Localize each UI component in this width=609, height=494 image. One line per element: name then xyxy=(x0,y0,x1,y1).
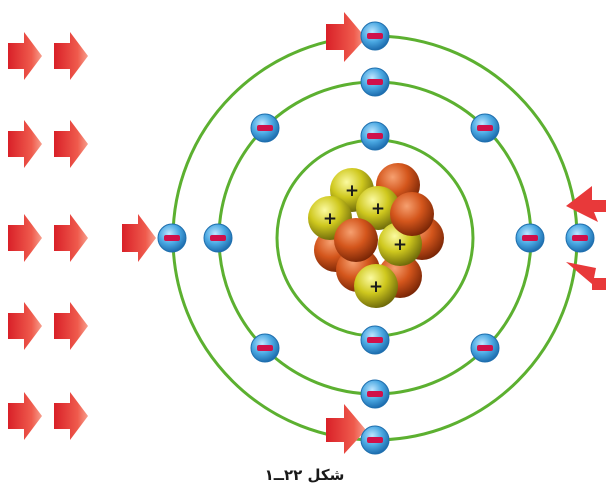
electron-sign xyxy=(477,345,493,351)
figure-caption: شکل ۲۲ــ۱ xyxy=(264,466,345,484)
electron-sign xyxy=(367,337,383,343)
proton: + xyxy=(354,264,398,308)
electron xyxy=(360,325,390,355)
arrow-icon xyxy=(54,302,88,350)
arrow-right-lower xyxy=(566,262,606,290)
arrow-icon xyxy=(54,392,88,440)
arrow-icon xyxy=(54,32,88,80)
proton-sign: + xyxy=(369,277,383,297)
electron xyxy=(360,379,390,409)
electron xyxy=(360,121,390,151)
arrow-icon xyxy=(8,120,42,168)
proton-sign: + xyxy=(345,181,359,201)
arrow-icon xyxy=(8,302,42,350)
electron-sign xyxy=(477,125,493,131)
electron-sign xyxy=(367,79,383,85)
arrow-icon xyxy=(54,214,88,262)
electron xyxy=(565,223,595,253)
electron xyxy=(360,425,390,455)
electron-sign xyxy=(164,235,180,241)
electron xyxy=(157,223,187,253)
arrow-icon xyxy=(8,32,42,80)
incoming-arrows-grid xyxy=(8,32,88,440)
electron xyxy=(360,67,390,97)
electron-sign xyxy=(367,437,383,443)
electron-sign xyxy=(367,391,383,397)
arrow-icon xyxy=(8,392,42,440)
electron xyxy=(515,223,545,253)
electron xyxy=(470,113,500,143)
proton-sign: + xyxy=(393,235,407,255)
electron-sign xyxy=(522,235,538,241)
electron-sign xyxy=(210,235,226,241)
electrons xyxy=(157,21,595,455)
electron-sign xyxy=(257,345,273,351)
arrow-right-upper xyxy=(566,186,606,222)
neutron xyxy=(390,192,434,236)
electron xyxy=(250,333,280,363)
electron-sign xyxy=(367,33,383,39)
arrow-icon xyxy=(8,214,42,262)
proton-sign: + xyxy=(323,209,337,229)
electron-sign xyxy=(572,235,588,241)
electron-sign xyxy=(367,133,383,139)
nucleus: + + + + + xyxy=(308,163,444,308)
electron xyxy=(250,113,280,143)
electron xyxy=(470,333,500,363)
proton: + xyxy=(356,186,400,230)
arrow-top-electron xyxy=(326,12,366,62)
arrow-left-electron xyxy=(122,214,156,262)
neutron xyxy=(334,218,378,262)
electron-sign xyxy=(257,125,273,131)
proton-sign: + xyxy=(371,199,385,219)
electron xyxy=(360,21,390,51)
arrow-bottom-electron xyxy=(326,404,366,454)
arrow-icon xyxy=(54,120,88,168)
electron xyxy=(203,223,233,253)
